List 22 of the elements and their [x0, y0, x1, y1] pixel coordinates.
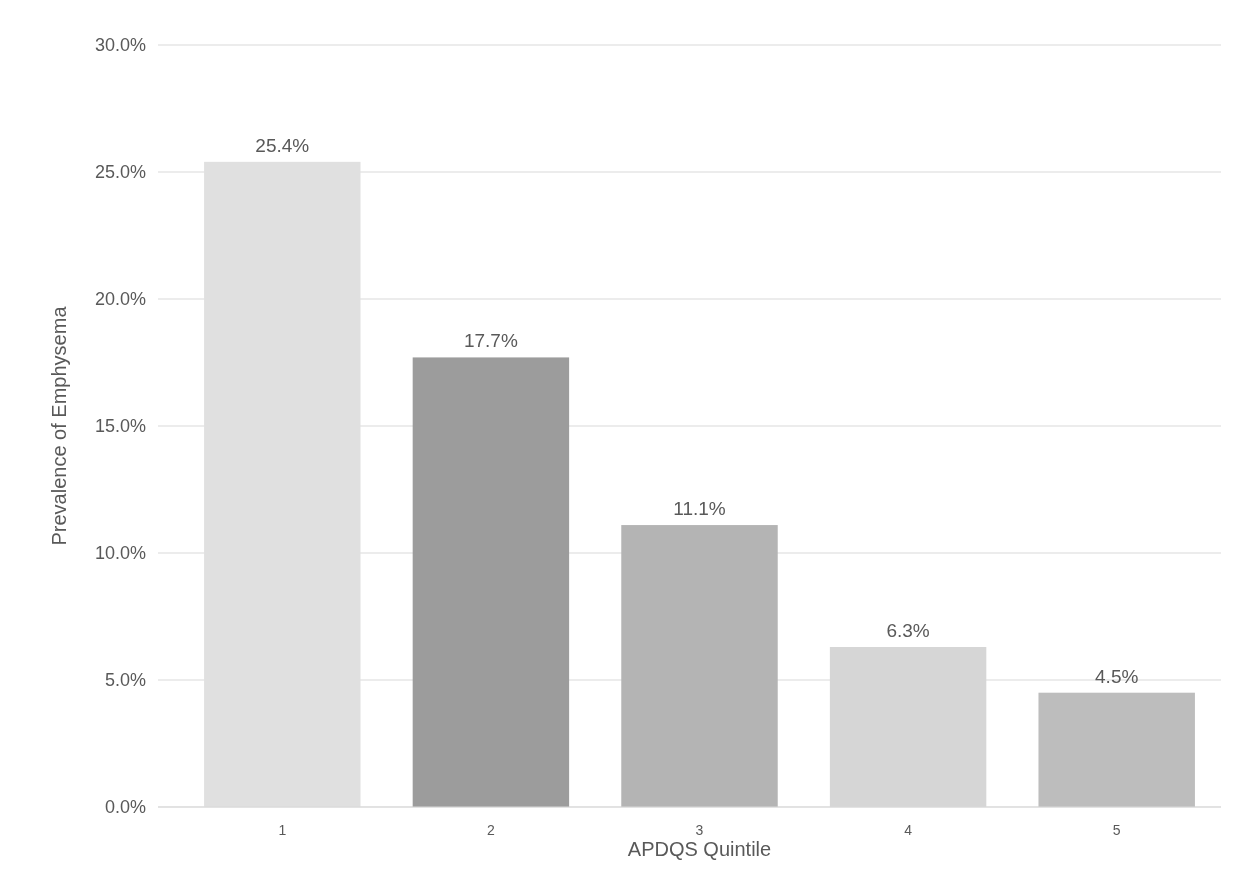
x-axis-title: APDQS Quintile	[627, 838, 772, 860]
y-tick-label: 20.0%	[94, 289, 146, 310]
y-axis-title: Prevalence of Emphysema	[48, 305, 70, 546]
x-tick-label: 4	[904, 822, 913, 838]
data-label: 17.7%	[463, 330, 518, 352]
bar	[621, 525, 778, 807]
y-tick-label: 30.0%	[94, 35, 146, 56]
data-label: 11.1%	[673, 498, 726, 520]
data-label: 4.5%	[1095, 665, 1139, 687]
y-tick-label: 0.0%	[104, 797, 146, 818]
x-tick-label: 1	[278, 822, 287, 838]
y-tick-label: 10.0%	[94, 543, 146, 564]
x-tick-label: 2	[487, 822, 495, 838]
y-tick-label: 15.0%	[94, 416, 146, 437]
x-tick-label: 5	[1112, 822, 1121, 838]
bar	[412, 357, 570, 807]
data-label: 25.4%	[255, 134, 310, 156]
bar	[1038, 692, 1195, 807]
data-label: 6.3%	[886, 619, 930, 641]
x-tick-label: 3	[695, 822, 704, 838]
y-tick-label: 5.0%	[104, 670, 146, 691]
y-tick-label: 25.0%	[94, 162, 146, 183]
